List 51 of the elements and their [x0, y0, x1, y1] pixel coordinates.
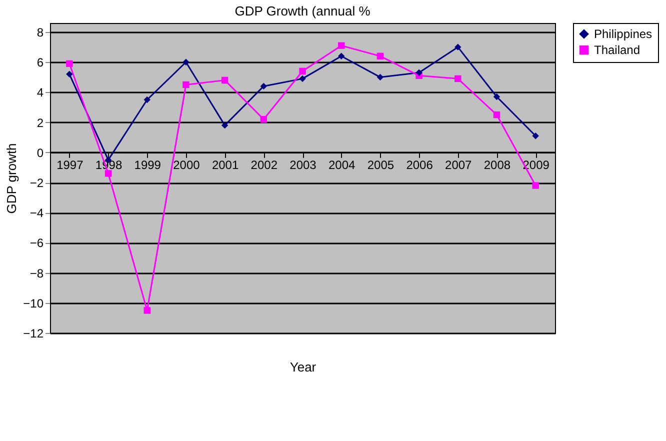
point — [376, 74, 384, 81]
x-tick-label: 2003 — [290, 158, 317, 172]
point — [299, 68, 306, 75]
point — [182, 58, 190, 66]
point — [221, 76, 228, 84]
x-tick-label: 2006 — [406, 158, 434, 172]
point — [144, 96, 150, 104]
point — [376, 52, 384, 60]
point — [416, 69, 422, 76]
y-tick-label: −2 — [30, 176, 44, 190]
point — [104, 170, 112, 177]
legend-label: Philippines — [594, 27, 652, 41]
point — [144, 307, 150, 314]
x-tick-label: 2001 — [212, 158, 239, 172]
point — [221, 122, 228, 129]
y-tick-label: 8 — [36, 26, 44, 40]
point — [260, 82, 268, 90]
y-tick-label: −12 — [23, 326, 44, 340]
x-tick-label: 2000 — [173, 158, 200, 172]
x-axis-title: Year — [290, 360, 317, 374]
chart-title: GDP Growth (annual % — [234, 4, 371, 18]
point — [299, 75, 306, 82]
y-axis-title: GDP growth — [4, 143, 20, 214]
point — [493, 111, 500, 118]
x-tick-label: 1997 — [56, 158, 84, 172]
x-tick-label: 2005 — [367, 158, 394, 172]
x-tick-label: 2004 — [328, 158, 356, 172]
point — [66, 70, 73, 78]
point — [66, 60, 73, 67]
x-tick-label: 2008 — [484, 158, 511, 172]
point — [454, 44, 462, 50]
point — [532, 132, 539, 140]
y-tick-label: −10 — [23, 296, 44, 310]
legend-label: Thailand — [594, 43, 640, 57]
y-tick-label: 0 — [36, 146, 44, 160]
point — [532, 182, 539, 189]
point — [338, 42, 345, 49]
point — [338, 52, 345, 60]
y-tick-label: 4 — [36, 86, 44, 100]
y-tick-label: −6 — [30, 236, 44, 250]
point — [182, 81, 190, 88]
point — [260, 116, 268, 123]
point — [454, 75, 462, 82]
point — [493, 93, 500, 100]
y-tick-label: −8 — [30, 266, 44, 280]
y-tick-label: 2 — [36, 116, 44, 130]
x-tick-label: 2007 — [445, 158, 472, 172]
x-tick-label: 2002 — [250, 158, 278, 172]
y-tick-label: −4 — [30, 206, 44, 220]
y-tick-label: 6 — [36, 56, 44, 70]
x-tick-label: 1999 — [134, 158, 162, 172]
